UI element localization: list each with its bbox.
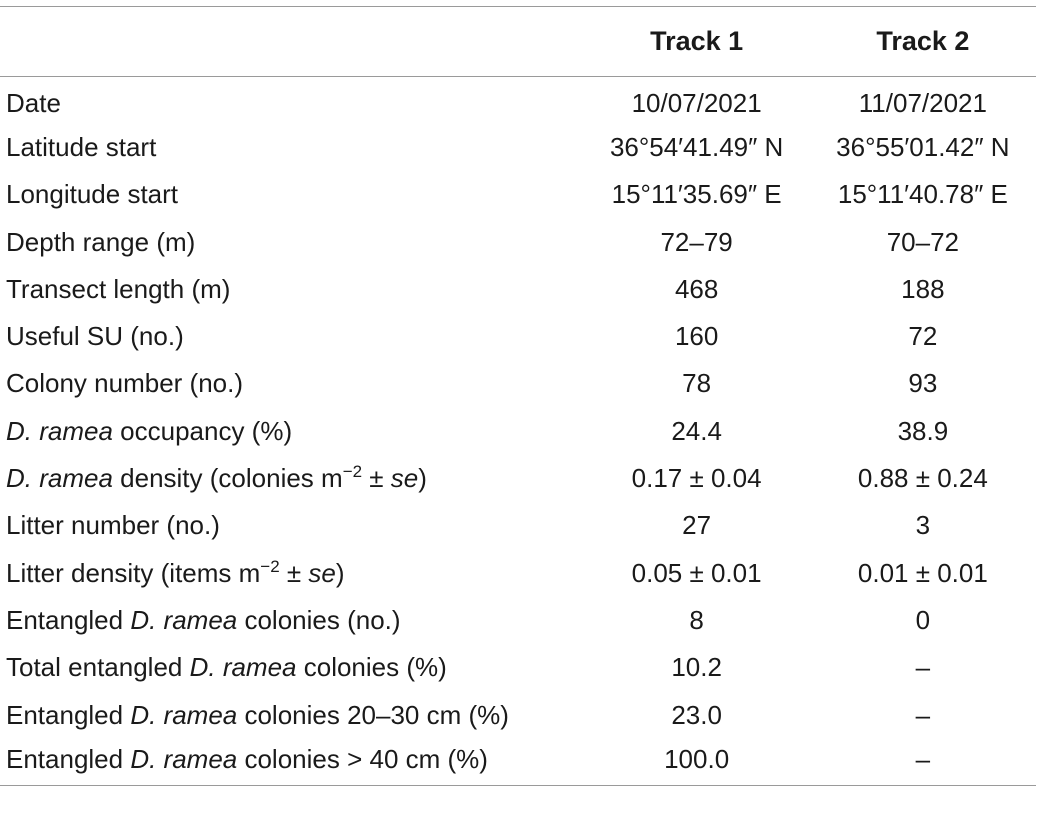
cell-track-2: –: [915, 652, 931, 683]
table-row: Depth range (m) 72–79 70–72: [0, 218, 1036, 265]
cell-track-1: 160: [674, 321, 719, 352]
cell-track-2: 0.01 ± 0.01: [857, 557, 988, 588]
cell-track-2: 3: [915, 510, 931, 541]
exponent: −2: [342, 462, 363, 482]
cell-track-1: 0.05 ± 0.01: [631, 557, 762, 588]
row-label: Longitude start: [0, 171, 584, 218]
cell-track-2: 188: [901, 273, 945, 304]
species-name: D. ramea: [130, 743, 238, 774]
cell-track-2: 0.88 ± 0.24: [857, 463, 988, 494]
table-row: Transect length (m) 468 188: [0, 266, 1036, 313]
label-text: colonies > 40 cm (%): [237, 743, 488, 774]
cell-track-1: 468: [674, 273, 719, 304]
cell-track-1: 72–79: [660, 226, 733, 257]
row-label: Entangled D. ramea colonies 20–30 cm (%): [0, 691, 584, 738]
label-text: colonies 20–30 cm (%): [237, 699, 509, 730]
label-text: ): [418, 463, 427, 494]
cell-track-1: 10/07/2021: [631, 87, 762, 118]
table-row: Total entangled D. ramea colonies (%) 10…: [0, 644, 1036, 691]
header-param: [0, 6, 584, 77]
cell-track-2: –: [809, 738, 1036, 787]
cell-track-1: 36°54′41.49″ N: [609, 131, 784, 162]
row-label: Litter density (items m−2 ± se): [0, 549, 584, 596]
cell-track-1: 100.0: [583, 738, 810, 787]
cell-track-2: 11/07/2021: [858, 87, 987, 118]
species-name: D. ramea: [189, 652, 297, 683]
label-text: Entangled: [6, 699, 131, 730]
table-row: Colony number (no.) 78 93: [0, 360, 1036, 407]
row-label: Date: [0, 77, 584, 124]
cell-track-1: 78: [682, 368, 712, 399]
header-row: Track 1 Track 2: [0, 6, 1036, 77]
cell-track-2: 72: [908, 321, 938, 352]
cell-track-1: 15°11′35.69″ E: [611, 179, 782, 210]
species-name: D. ramea: [130, 604, 238, 635]
cell-track-1: 23.0: [671, 699, 722, 730]
table-row: Entangled D. ramea colonies > 40 cm (%) …: [0, 738, 1036, 787]
table-row: D. ramea occupancy (%) 24.4 38.9: [0, 408, 1036, 455]
row-label: Entangled D. ramea colonies (no.): [0, 597, 584, 644]
table-row: Latitude start 36°54′41.49″ N 36°55′01.4…: [0, 124, 1036, 171]
cell-track-1: 24.4: [671, 415, 722, 446]
row-label: D. ramea occupancy (%): [0, 408, 584, 455]
label-text: Depth range (m): [6, 226, 196, 257]
species-name: D. ramea: [130, 699, 238, 730]
label-text: colonies (no.): [237, 604, 401, 635]
label-text: colonies (%): [296, 652, 447, 683]
label-text: density (colonies m: [112, 463, 343, 494]
row-label: Depth range (m): [0, 218, 584, 265]
cell-track-2: 70–72: [886, 226, 960, 257]
cell-track-1: 10.2: [671, 652, 722, 683]
row-label: Litter number (no.): [0, 502, 584, 549]
se-symbol: se: [308, 557, 336, 588]
label-text: Litter number (no.): [6, 510, 220, 541]
table-row: Useful SU (no.) 160 72: [0, 313, 1036, 360]
row-label: Latitude start: [0, 124, 584, 171]
label-text: Date: [6, 87, 61, 118]
label-text: Transect length (m): [6, 273, 231, 304]
table-row: Entangled D. ramea colonies 20–30 cm (%)…: [0, 691, 1036, 738]
row-label: Entangled D. ramea colonies > 40 cm (%): [0, 738, 584, 787]
table-row: Longitude start 15°11′35.69″ E 15°11′40.…: [0, 171, 1036, 218]
cell-track-2: 93: [908, 368, 938, 399]
table-row: Date 10/07/2021 11/07/2021: [0, 77, 1036, 124]
row-label: Transect length (m): [0, 266, 584, 313]
cell-track-1: 0.17 ± 0.04: [631, 463, 762, 494]
cell-track-2: 38.9: [897, 415, 949, 446]
row-label: Useful SU (no.): [0, 313, 584, 360]
label-text: ): [335, 557, 345, 588]
cell-track-1: 27: [682, 510, 712, 541]
label-text: Entangled: [6, 743, 131, 774]
table-row: Litter density (items m−2 ± se) 0.05 ± 0…: [0, 549, 1036, 596]
header-track-1: Track 1: [583, 6, 810, 77]
label-text: Longitude start: [6, 179, 179, 210]
row-label: Colony number (no.): [0, 360, 584, 407]
label-text: Total entangled: [6, 652, 190, 683]
table-row: Entangled D. ramea colonies (no.) 8 0: [0, 597, 1036, 644]
label-text: Litter density (items m: [6, 557, 261, 588]
label-text: Entangled: [6, 604, 131, 635]
label-text: Latitude start: [6, 131, 157, 162]
species-name: D. ramea: [6, 463, 113, 494]
header-track-2: Track 2: [809, 6, 1036, 77]
cell-track-1: 8: [689, 604, 704, 635]
label-text: occupancy (%): [112, 415, 293, 446]
cell-track-2: 0: [915, 604, 931, 635]
label-text: ±: [362, 463, 391, 494]
se-symbol: se: [390, 463, 419, 494]
cell-track-2: 36°55′01.42″ N: [836, 131, 1010, 162]
table-row: D. ramea density (colonies m−2 ± se) 0.1…: [0, 455, 1036, 502]
species-name: D. ramea: [6, 415, 113, 446]
label-text: Useful SU (no.): [6, 321, 184, 352]
cell-track-2: –: [915, 699, 931, 730]
exponent: −2: [260, 556, 280, 576]
label-text: Colony number (no.): [6, 368, 243, 399]
row-label: D. ramea density (colonies m−2 ± se): [0, 455, 584, 502]
label-text: ±: [279, 557, 309, 588]
row-label: Total entangled D. ramea colonies (%): [0, 644, 584, 691]
cell-track-2: 15°11′40.78″ E: [837, 179, 1008, 210]
data-table: Track 1 Track 2 Date 10/07/2021 11/07/20…: [0, 6, 1036, 787]
table-row: Litter number (no.) 27 3: [0, 502, 1036, 549]
